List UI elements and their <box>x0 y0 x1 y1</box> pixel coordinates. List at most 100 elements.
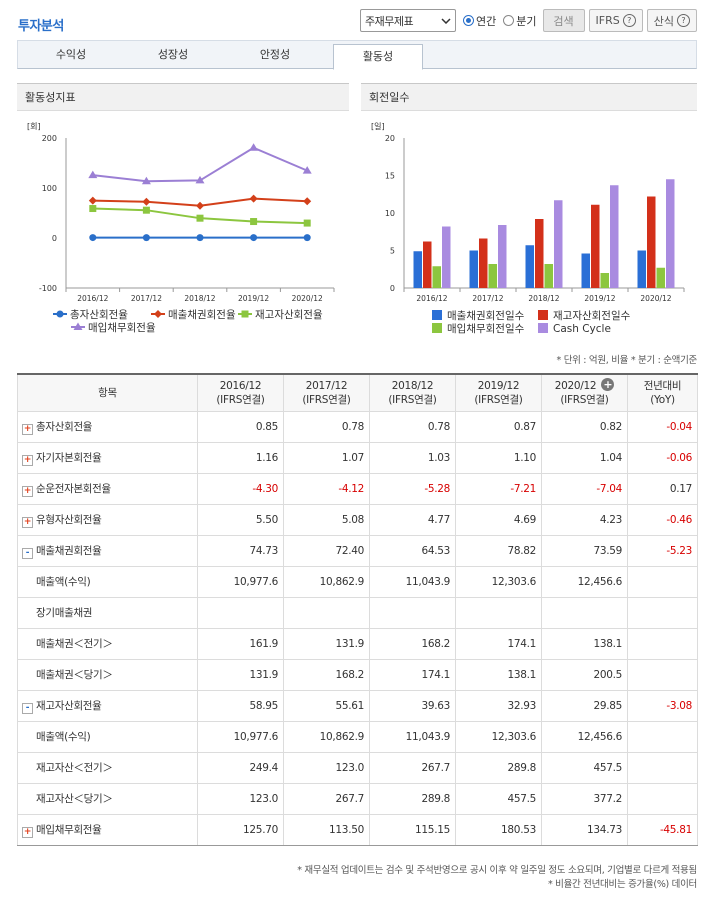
x-tick-label: 2018/12 <box>184 294 215 303</box>
unit-note: * 단위 : 억원, 비율 * 분기 : 순액기준 <box>556 355 698 366</box>
cell-value: 10,977.6 <box>197 720 284 753</box>
bar <box>498 225 507 288</box>
legend-marker <box>241 310 249 318</box>
cell-yoy: -0.04 <box>627 410 698 443</box>
cell-value: 168.2 <box>283 658 370 691</box>
row-label: + 매입채무회전율 <box>17 813 198 846</box>
data-point <box>303 197 312 206</box>
expand-icon[interactable]: + <box>22 826 33 838</box>
cell-value: 113.50 <box>283 813 370 846</box>
cell-yoy: -0.06 <box>627 441 698 474</box>
data-point <box>88 170 98 179</box>
x-tick-label: 2018/12 <box>528 294 559 303</box>
cell-value: -4.30 <box>197 472 284 505</box>
add-column-icon[interactable]: + <box>601 378 615 392</box>
expand-icon[interactable]: + <box>22 485 33 497</box>
formula-label: 산식 <box>653 14 674 28</box>
row-label: 재고자산＜당기＞ <box>17 782 198 815</box>
bar <box>442 226 451 288</box>
bar <box>600 273 609 288</box>
tab-activity[interactable]: 활동성 <box>333 44 423 70</box>
cell-value: 74.73 <box>197 534 284 567</box>
legend-swatch <box>538 310 548 320</box>
legend-label: Cash Cycle <box>553 323 611 335</box>
expand-icon[interactable]: + <box>22 454 33 466</box>
cell-value: 29.85 <box>541 689 628 722</box>
cell-value: 180.53 <box>455 813 542 846</box>
search-button[interactable]: 검색 <box>542 9 585 32</box>
y-unit-label: [일] <box>371 122 385 131</box>
y-tick-label: 100 <box>42 184 57 193</box>
data-point <box>89 205 97 213</box>
row-label: 재고자산＜전기＞ <box>17 751 198 784</box>
table-row: + 자기자본회전율 1.16 1.07 1.03 1.10 1.04 -0.06 <box>17 441 698 474</box>
cell-value <box>197 596 284 629</box>
cell-yoy <box>627 565 698 598</box>
legend-label: 매입채무회전율 <box>88 321 156 334</box>
cell-value: 1.07 <box>283 441 370 474</box>
cell-value: -7.21 <box>455 472 542 505</box>
bar <box>656 267 665 288</box>
radio-quarter-indicator[interactable] <box>503 15 515 26</box>
cell-yoy: 0.17 <box>627 472 698 505</box>
cell-value: 64.53 <box>369 534 456 567</box>
left-panel-title: 활동성지표 <box>17 83 349 111</box>
legend-marker <box>73 322 83 330</box>
cell-yoy: -3.08 <box>627 689 698 722</box>
right-panel-title: 회전일수 <box>361 83 697 111</box>
radio-quarter[interactable]: 분기 <box>503 13 537 29</box>
cell-value: 39.63 <box>369 689 456 722</box>
row-label: + 순운전자본회전율 <box>17 472 198 505</box>
row-label-text: 매입채무회전율 <box>36 823 102 836</box>
tab-profitability[interactable]: 수익성 <box>55 48 87 61</box>
row-label-text: 장기매출채권 <box>36 607 93 619</box>
bar <box>647 196 656 288</box>
data-point <box>195 175 205 184</box>
row-label-text: 순운전자본회전율 <box>36 482 111 495</box>
cell-value: 4.77 <box>369 503 456 536</box>
cell-value: 457.5 <box>455 782 542 815</box>
table-row: 재고자산＜당기＞ 123.0 267.7 289.8 457.5 377.2 <box>17 782 698 815</box>
cell-value: 174.1 <box>455 627 542 660</box>
activity-table: 항목 2016/12 (IFRS연결) 2017/12 (IFRS연결) 2018/… <box>17 373 698 846</box>
row-label: + 총자산회전율 <box>17 410 198 443</box>
legend-label: 재고자산회전율 <box>255 309 323 321</box>
cell-value: 131.9 <box>197 658 284 691</box>
analysis-tabs: 수익성 성장성 안정성 활동성 <box>17 40 697 70</box>
data-point <box>196 214 204 222</box>
expand-icon[interactable]: + <box>22 516 33 528</box>
collapse-icon[interactable]: - <box>22 702 33 714</box>
cell-value <box>369 596 456 629</box>
expand-icon[interactable]: + <box>22 423 33 435</box>
row-label: 매출채권＜당기＞ <box>17 658 198 691</box>
cell-yoy <box>627 782 698 815</box>
x-tick-label: 2017/12 <box>131 294 162 303</box>
table-row: 재고자산＜전기＞ 249.4 123.0 267.7 289.8 457.5 <box>17 751 698 784</box>
statement-select[interactable]: 주재무제표 <box>360 9 457 32</box>
cell-value: 10,862.9 <box>283 565 370 598</box>
bar <box>423 241 432 288</box>
cell-value: 123.0 <box>197 782 284 815</box>
row-label-text: 매출액(수익) <box>36 731 91 743</box>
y-tick-label: 0 <box>52 234 57 243</box>
radio-annual-indicator[interactable] <box>463 15 475 26</box>
cell-value <box>283 596 370 629</box>
y-tick-label: 10 <box>385 209 395 218</box>
x-tick-label: 2019/12 <box>584 294 615 303</box>
cell-value: -5.28 <box>369 472 456 505</box>
data-point <box>196 201 204 210</box>
cell-value <box>455 596 542 629</box>
tab-growth[interactable]: 성장성 <box>157 48 189 61</box>
data-point <box>303 219 311 227</box>
header-col-2020: 2020/12 + (IFRS연결) <box>541 373 628 412</box>
cell-value: 138.1 <box>541 627 628 660</box>
tab-stability[interactable]: 안정성 <box>259 48 291 61</box>
legend-swatch <box>538 323 548 333</box>
cell-value: 267.7 <box>369 751 456 784</box>
collapse-icon[interactable]: - <box>22 547 33 559</box>
data-point <box>141 176 151 185</box>
legend-swatch <box>432 323 442 333</box>
radio-annual[interactable]: 연간 <box>463 13 496 29</box>
formula-help-button[interactable]: 산식 ? <box>646 9 697 32</box>
ifrs-help-button[interactable]: IFRS ? <box>588 9 643 32</box>
